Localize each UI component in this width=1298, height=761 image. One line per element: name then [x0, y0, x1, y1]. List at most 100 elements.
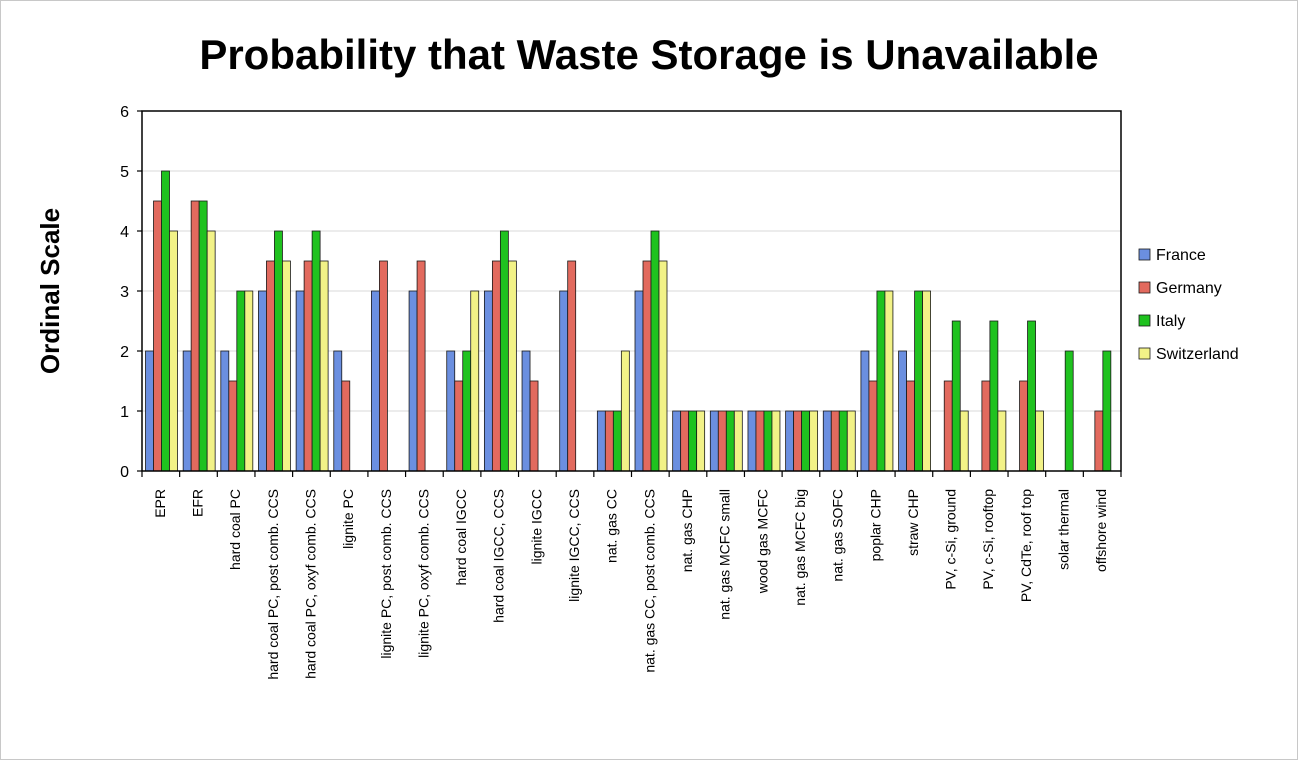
bar-italy-14 — [688, 410, 698, 472]
legend-swatch-switzerland — [1138, 347, 1151, 360]
x-tick-label: lignite PC, oxyf comb. CCS — [415, 489, 431, 658]
bar-switzerland-20 — [922, 290, 931, 472]
legend-label-italy: Italy — [1156, 313, 1185, 330]
x-tick-label: lignite IGCC — [528, 489, 544, 564]
bar-switzerland-13 — [658, 260, 668, 472]
bar-germany-20 — [906, 380, 915, 472]
bar-france-18 — [822, 410, 832, 472]
x-tick-label: hard coal IGCC, CCS — [491, 489, 507, 623]
bar-france-20 — [898, 350, 907, 472]
bar-france-6 — [371, 290, 380, 472]
bar-switzerland-8 — [470, 290, 480, 472]
bar-germany-9 — [491, 260, 501, 472]
bars — [145, 170, 1112, 472]
bar-italy-15 — [725, 410, 735, 472]
bar-france-11 — [559, 290, 569, 472]
bar-italy-0 — [161, 170, 170, 472]
y-tick-label: 0 — [120, 464, 129, 481]
bar-italy-17 — [801, 410, 811, 472]
bar-germany-18 — [830, 410, 840, 472]
legend: France Germany Italy Switzerland — [1138, 247, 1239, 363]
bar-italy-8 — [462, 350, 472, 472]
bar-switzerland-3 — [282, 260, 291, 472]
bar-switzerland-17 — [809, 410, 819, 472]
x-tick-label: EPR — [152, 489, 168, 518]
x-tick-label: straw CHP — [905, 489, 921, 556]
y-tick-label: 3 — [120, 284, 129, 301]
bar-switzerland-14 — [696, 410, 706, 472]
bar-switzerland-15 — [733, 410, 743, 472]
bar-switzerland-9 — [507, 260, 517, 472]
x-tick-label: hard coal IGCC — [453, 489, 469, 585]
bar-germany-14 — [680, 410, 690, 472]
bar-germany-15 — [717, 410, 727, 472]
bar-switzerland-12 — [620, 350, 630, 472]
bar-switzerland-23 — [1035, 410, 1044, 472]
bar-italy-24 — [1064, 350, 1074, 472]
bar-italy-22 — [989, 320, 999, 472]
y-tick-label: 6 — [120, 104, 129, 121]
legend-swatch-italy — [1138, 314, 1151, 327]
bar-germany-13 — [642, 260, 652, 472]
bar-italy-1 — [198, 200, 208, 472]
x-tick-label: solar thermal — [1056, 489, 1072, 570]
legend-swatch-france — [1138, 248, 1151, 261]
bar-italy-9 — [499, 230, 509, 472]
bar-germany-3 — [266, 260, 275, 472]
bar-germany-16 — [755, 410, 765, 472]
bar-france-13 — [634, 290, 644, 472]
bar-germany-1 — [190, 200, 200, 472]
bar-switzerland-2 — [244, 290, 254, 472]
bar-italy-2 — [236, 290, 246, 472]
bar-france-3 — [258, 290, 267, 472]
bar-switzerland-16 — [771, 410, 781, 472]
bar-germany-17 — [793, 410, 803, 472]
x-tick-label: offshore wind — [1093, 489, 1109, 572]
bar-germany-19 — [868, 380, 878, 472]
x-tick-label: nat. gas SOFC — [830, 489, 846, 582]
bar-switzerland-22 — [997, 410, 1007, 472]
x-tick-label: PV, CdTe, roof top — [1018, 489, 1034, 602]
bar-france-14 — [672, 410, 682, 472]
bar-germany-2 — [228, 380, 238, 472]
bar-france-12 — [596, 410, 606, 472]
x-tick-label: nat. gas CC, post comb. CCS — [641, 489, 657, 673]
x-tick-label: hard coal PC, post comb. CCS — [265, 489, 281, 680]
bar-italy-13 — [650, 230, 660, 472]
bar-france-2 — [220, 350, 230, 472]
x-tick-label: nat. gas CC — [604, 489, 620, 563]
bar-germany-23 — [1019, 380, 1028, 472]
bar-switzerland-1 — [206, 230, 216, 472]
bar-italy-12 — [612, 410, 622, 472]
x-tick-label: PV, c-Si, rooftop — [980, 489, 996, 590]
y-tick-labels: 0 1 2 3 4 5 6 — [120, 104, 129, 481]
y-axis-label: Ordinal Scale — [35, 208, 65, 374]
x-tick-label: lignite IGCC, CCS — [566, 489, 582, 602]
x-tick-label: hard coal PC — [227, 489, 243, 570]
bar-germany-5 — [341, 380, 351, 472]
bar-germany-22 — [981, 380, 991, 472]
bar-france-5 — [333, 350, 343, 472]
bar-switzerland-4 — [319, 260, 329, 472]
bar-france-1 — [182, 350, 192, 472]
x-tick-labels: EPR EFR hard coal PC hard coal PC, post com… — [152, 489, 1109, 680]
bar-france-10 — [521, 350, 531, 472]
x-tick-label: poplar CHP — [867, 489, 883, 561]
bar-italy-21 — [951, 320, 961, 472]
bar-germany-0 — [153, 200, 162, 472]
chart-title: Probability that Waste Storage is Unavai… — [199, 31, 1098, 78]
bar-switzerland-21 — [959, 410, 969, 472]
bar-italy-19 — [876, 290, 886, 472]
bar-germany-10 — [529, 380, 539, 472]
bar-france-0 — [145, 350, 154, 472]
bar-germany-6 — [379, 260, 388, 472]
bar-switzerland-0 — [169, 230, 178, 472]
legend-label-france: France — [1156, 247, 1206, 264]
bar-france-9 — [483, 290, 493, 472]
x-tick-label: nat. gas MCFC small — [717, 489, 733, 620]
x-tick-label: lignite PC, post comb. CCS — [378, 489, 394, 659]
x-tick-label: nat. gas CHP — [679, 489, 695, 572]
x-tick-label: PV, c-Si, ground — [943, 489, 959, 590]
x-tick-label: EFR — [189, 489, 205, 517]
